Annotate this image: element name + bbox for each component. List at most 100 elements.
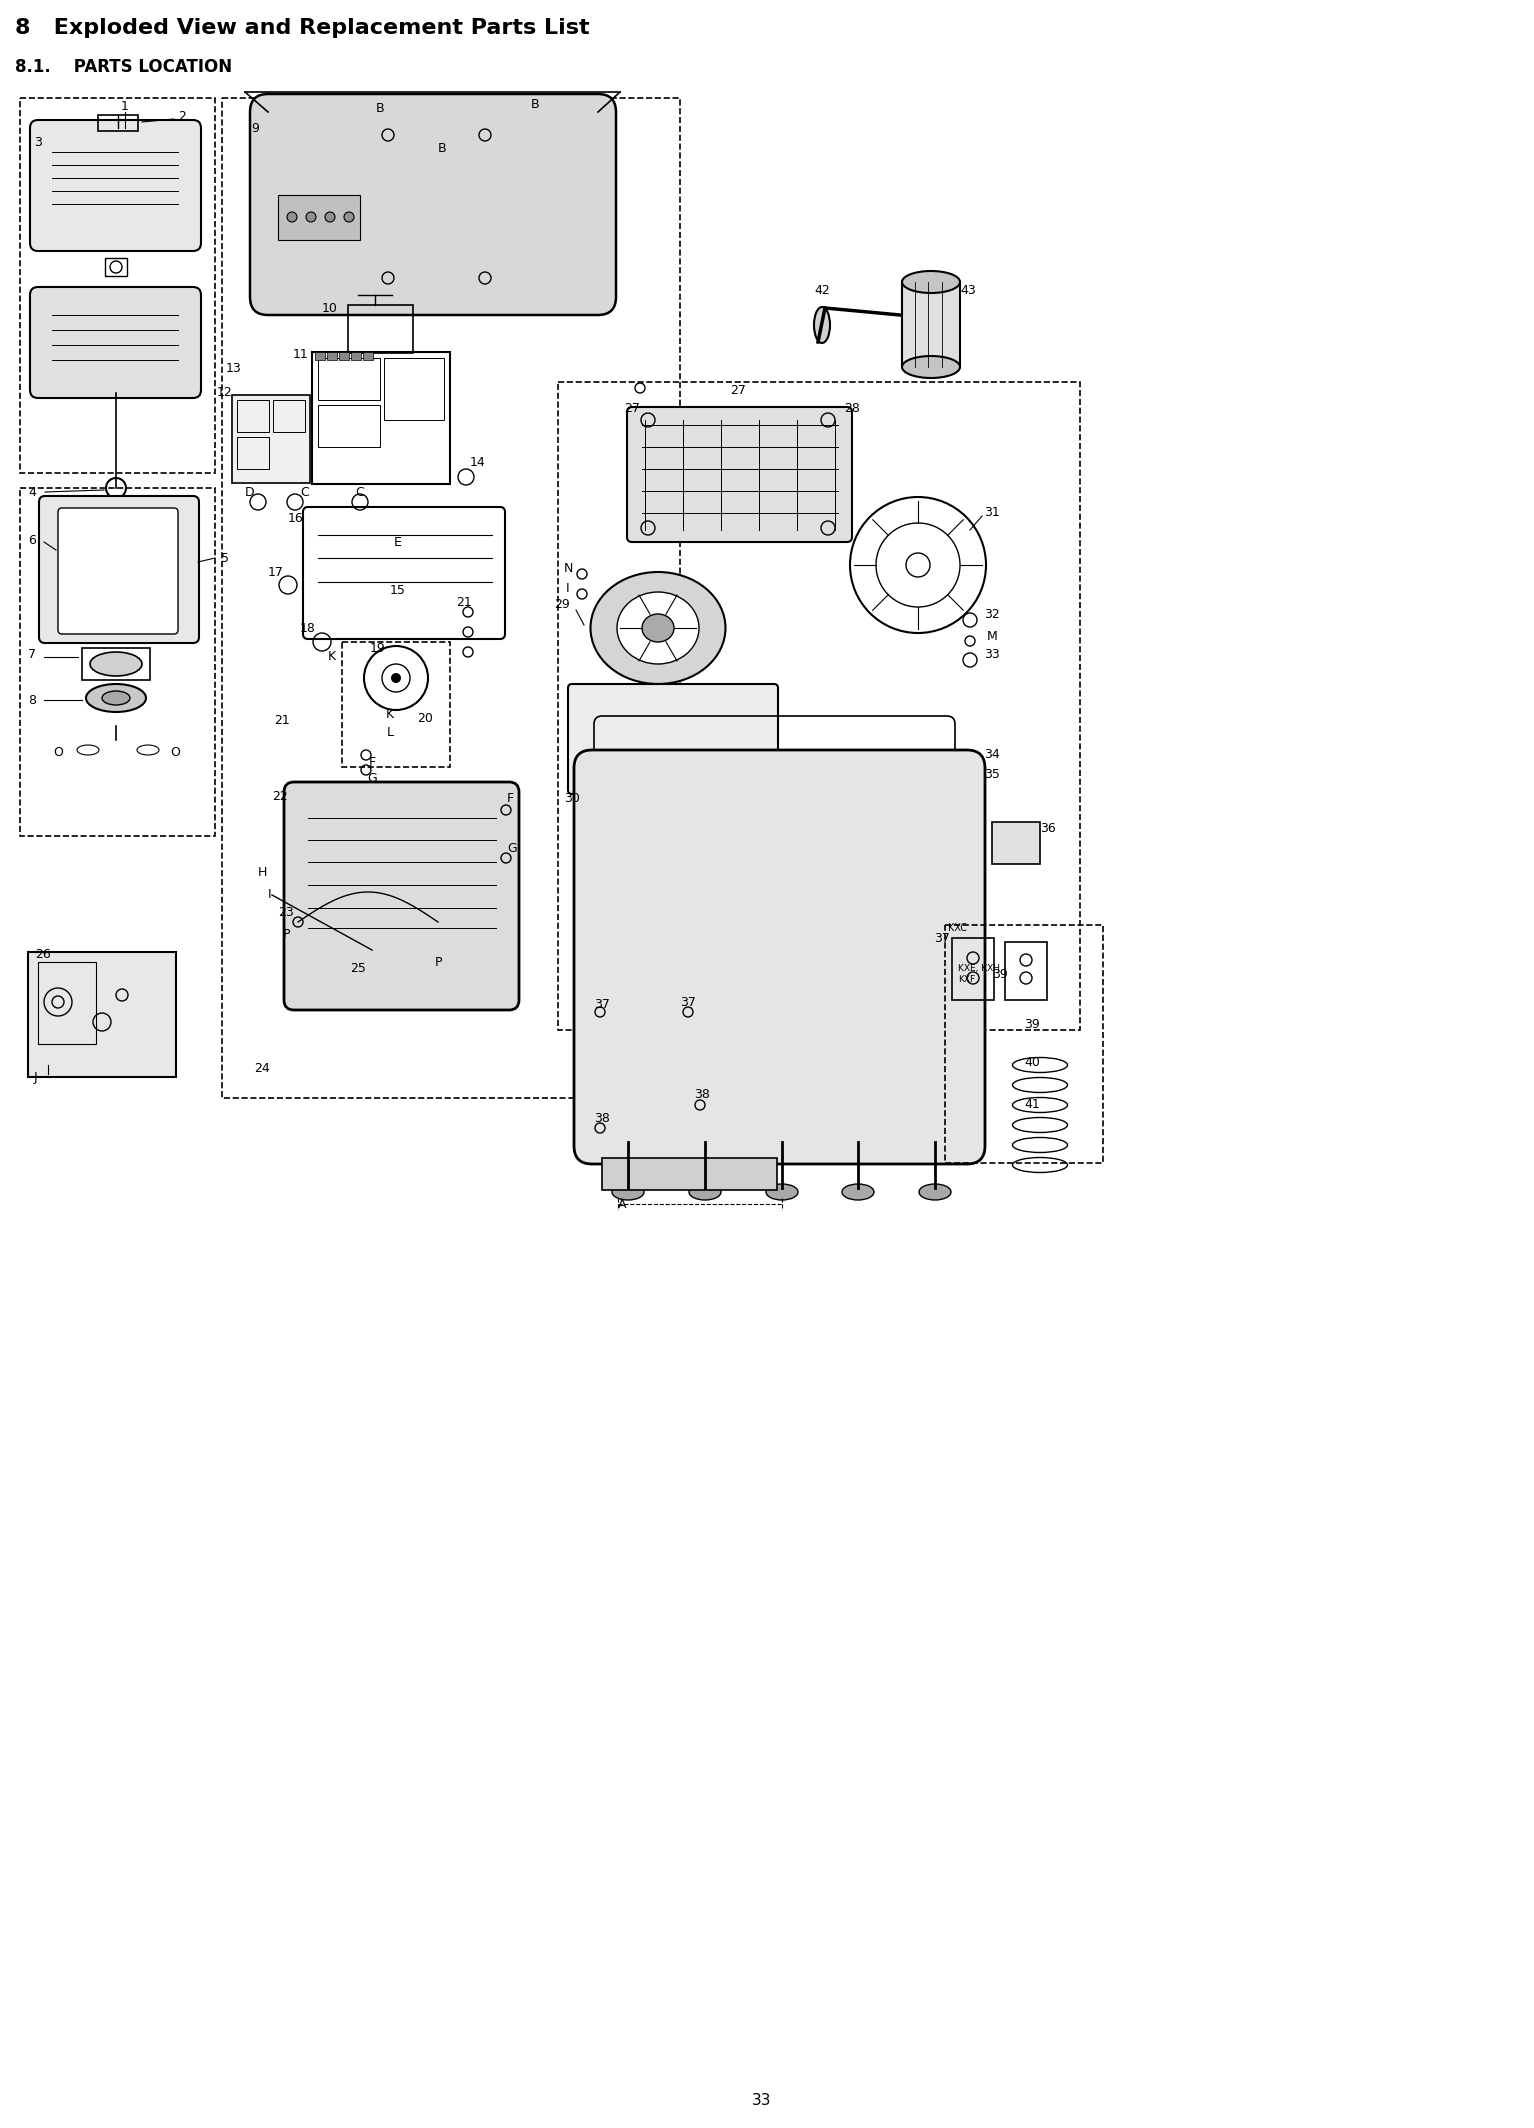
Text: 19: 19 [370,643,387,655]
Text: 27: 27 [624,402,640,415]
Text: 14: 14 [469,458,486,470]
Bar [364,351,373,360]
Ellipse shape [617,592,700,664]
Text: 18: 18 [301,621,316,634]
Text: 10: 10 [322,302,337,315]
Text: 34: 34 [985,749,1000,762]
Text: 8   Exploded View and Replacement Parts List: 8 Exploded View and Replacement Parts Li… [15,17,589,38]
Text: 8: 8 [28,694,35,706]
Text: 15: 15 [390,583,407,596]
Text: I: I [268,890,272,902]
Text: 24: 24 [255,1062,270,1075]
Text: 7: 7 [28,649,35,662]
Text: 11: 11 [293,347,308,360]
Circle shape [344,213,354,221]
Bar [236,436,268,468]
FancyBboxPatch shape [568,683,778,794]
Ellipse shape [643,615,673,643]
Text: E: E [394,536,402,549]
Text: 22: 22 [272,789,288,802]
Text: B: B [437,140,446,155]
Bar [348,304,413,353]
Text: KXF: KXF [959,975,976,985]
FancyBboxPatch shape [31,119,201,251]
Text: 1: 1 [121,100,129,113]
Ellipse shape [101,692,130,704]
Text: O: O [54,745,63,758]
Text: K: K [328,649,336,662]
Text: J: J [34,1073,37,1085]
Text: 9: 9 [252,121,259,134]
Text: 21: 21 [456,596,472,609]
Bar [945,926,1103,1164]
Text: 16: 16 [288,511,304,523]
Text: 42: 42 [815,283,830,296]
Text: C: C [356,485,365,498]
Text: 39: 39 [1025,1019,1040,1032]
Text: 4: 4 [28,485,35,498]
Text: 33: 33 [752,2094,772,2109]
Text: 40: 40 [1025,1055,1040,1068]
Bar [38,962,97,1045]
Text: 5: 5 [221,551,229,564]
Text: 43: 43 [960,283,976,296]
Text: 36: 36 [1040,821,1055,834]
Ellipse shape [86,683,146,713]
Ellipse shape [919,1183,951,1200]
FancyBboxPatch shape [38,496,199,643]
Circle shape [391,672,400,683]
Text: P: P [282,928,290,941]
Text: 29: 29 [554,598,569,611]
Bar [222,98,680,1098]
FancyBboxPatch shape [250,94,617,315]
Text: F: F [506,792,514,804]
Text: O: O [170,745,179,758]
Text: L: L [387,726,394,738]
Text: 2: 2 [178,111,186,123]
Text: KXE, KXH,: KXE, KXH, [959,964,1003,972]
Ellipse shape [765,1183,798,1200]
Text: 31: 31 [985,506,1000,519]
Text: 6: 6 [28,534,35,547]
Circle shape [305,213,316,221]
Text: 8.1.    PARTS LOCATION: 8.1. PARTS LOCATION [15,57,232,77]
Circle shape [287,213,298,221]
FancyBboxPatch shape [31,287,201,398]
Ellipse shape [842,1183,874,1200]
Text: 3: 3 [34,136,41,149]
Text: D: D [245,485,255,498]
Bar [236,400,268,432]
Text: KXC: KXC [948,924,966,932]
Text: H: H [258,866,267,879]
Text: B: B [531,98,540,111]
Bar [384,358,443,419]
Bar [558,383,1080,1030]
Text: 37: 37 [934,932,950,945]
Text: 33: 33 [985,649,1000,662]
Text: 28: 28 [844,402,861,415]
FancyBboxPatch shape [627,406,851,543]
Text: 37: 37 [680,996,696,1009]
Bar [342,643,449,766]
Circle shape [325,213,334,221]
Text: I: I [566,581,569,594]
Text: 35: 35 [985,768,1000,781]
Text: 25: 25 [350,962,367,975]
Bar [81,649,150,681]
Text: 39: 39 [992,968,1008,981]
Text: 37: 37 [594,998,611,1011]
Text: 32: 32 [985,606,1000,621]
Text: K: K [387,709,394,721]
Bar [902,283,960,366]
Bar [601,1158,778,1190]
Text: 30: 30 [565,792,580,804]
Text: P: P [434,955,442,968]
Text: M: M [986,630,997,643]
Bar [232,396,310,483]
FancyBboxPatch shape [58,509,178,634]
Text: 38: 38 [693,1090,710,1102]
Text: 12: 12 [216,387,232,400]
Text: 26: 26 [35,947,51,960]
Bar [339,351,350,360]
Ellipse shape [591,572,726,683]
